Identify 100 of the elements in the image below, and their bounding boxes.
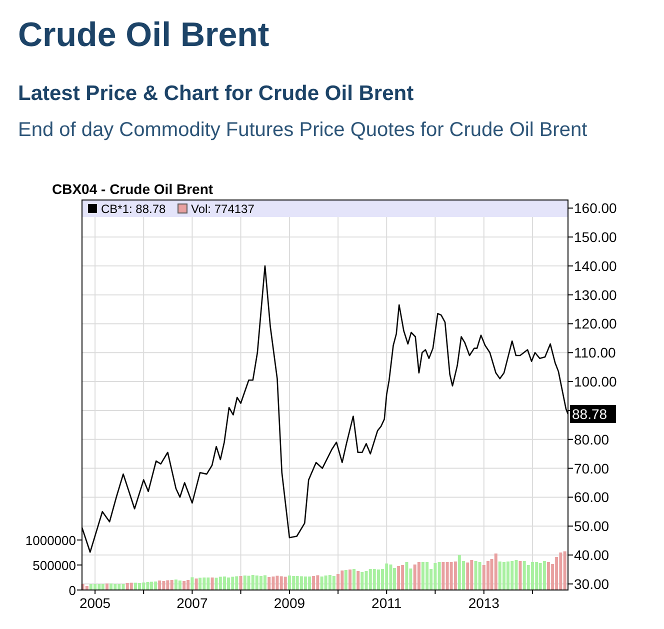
bar (247, 576, 250, 590)
bar (498, 562, 502, 590)
bar (336, 574, 340, 590)
bar (101, 584, 104, 590)
bar (482, 565, 486, 590)
bar (446, 562, 449, 590)
y-tick-label: 50.00 (574, 518, 610, 534)
bar (235, 576, 238, 590)
bar (385, 564, 388, 590)
bar (340, 570, 344, 590)
bar (134, 582, 137, 590)
bar (510, 561, 514, 590)
bar (563, 551, 566, 590)
bar (368, 569, 372, 590)
bar (502, 562, 506, 590)
bar (280, 576, 283, 590)
y-tick-label: 140.00 (574, 258, 618, 274)
bar (98, 584, 101, 590)
bar (546, 562, 550, 590)
bar (372, 569, 376, 590)
bar (178, 580, 182, 590)
bar (158, 580, 162, 590)
bar (174, 580, 178, 590)
bar (312, 576, 316, 590)
bar (530, 562, 534, 590)
bar (417, 562, 420, 590)
bar (526, 565, 530, 590)
bar (348, 570, 352, 590)
legend-label: CB*1: 88.78 (101, 202, 166, 216)
bar (268, 577, 271, 590)
bar (344, 570, 348, 590)
bar (110, 584, 113, 590)
bar (170, 580, 174, 590)
bar (413, 564, 416, 590)
bar (186, 580, 190, 590)
bar (308, 576, 312, 590)
bar (300, 576, 303, 590)
bar (401, 565, 404, 590)
bar (538, 563, 542, 590)
bar (474, 561, 478, 590)
bar (276, 576, 279, 590)
legend-label: Vol: 774137 (191, 202, 255, 216)
y-tick-label: 120.00 (574, 316, 618, 332)
bar (223, 576, 226, 590)
bar (442, 562, 445, 590)
y-tick-label: 80.00 (574, 431, 610, 448)
bar (542, 561, 546, 590)
bar (231, 576, 234, 590)
bar (296, 576, 299, 590)
bar (434, 563, 437, 590)
bar (458, 555, 461, 590)
y-tick-label: 30.00 (574, 576, 610, 592)
x-tick-label: 2009 (274, 595, 306, 611)
chart-subtitle: Latest Price & Chart for Crude Oil Brent (18, 82, 414, 105)
bar (130, 582, 133, 590)
bar (114, 584, 117, 590)
bar (364, 571, 368, 590)
bar (486, 561, 490, 590)
bar (320, 576, 324, 590)
y-tick-label: 60.00 (574, 489, 610, 506)
bar (239, 576, 242, 590)
bar (150, 582, 153, 590)
y-tick-label: 70.00 (574, 460, 610, 476)
bar (154, 582, 158, 590)
y2-tick-label: 500000 (32, 558, 76, 573)
bar (328, 575, 332, 590)
bar (356, 571, 360, 590)
bar (470, 560, 474, 590)
bar (426, 562, 429, 590)
bar (514, 560, 518, 590)
chart-title: Crude Oil Brent (18, 16, 270, 54)
bar (438, 562, 441, 590)
bar (535, 562, 538, 590)
bar (392, 568, 396, 590)
bar (162, 581, 166, 590)
y-tick-label: 130.00 (574, 286, 618, 303)
bar (259, 576, 262, 590)
bar (94, 584, 97, 590)
bar (255, 576, 258, 590)
bar (466, 562, 470, 590)
bar (190, 577, 194, 590)
bar (397, 566, 400, 590)
bar (210, 578, 214, 590)
bar (166, 580, 170, 590)
y2-tick-label: 0 (68, 583, 76, 598)
bar (450, 562, 453, 590)
bar (118, 584, 121, 590)
y-tick-label: 110.00 (574, 344, 616, 361)
bar (292, 576, 296, 590)
bar (316, 575, 320, 590)
bar (360, 572, 364, 590)
bar (198, 578, 202, 590)
y-tick-label: 40.00 (574, 547, 610, 564)
bar (421, 562, 424, 590)
bar (478, 562, 482, 590)
bar (494, 554, 498, 590)
bar (272, 576, 275, 590)
bar (206, 578, 210, 590)
bar (146, 582, 150, 590)
text: CBX04 - Crude Oil Brent (52, 181, 214, 197)
